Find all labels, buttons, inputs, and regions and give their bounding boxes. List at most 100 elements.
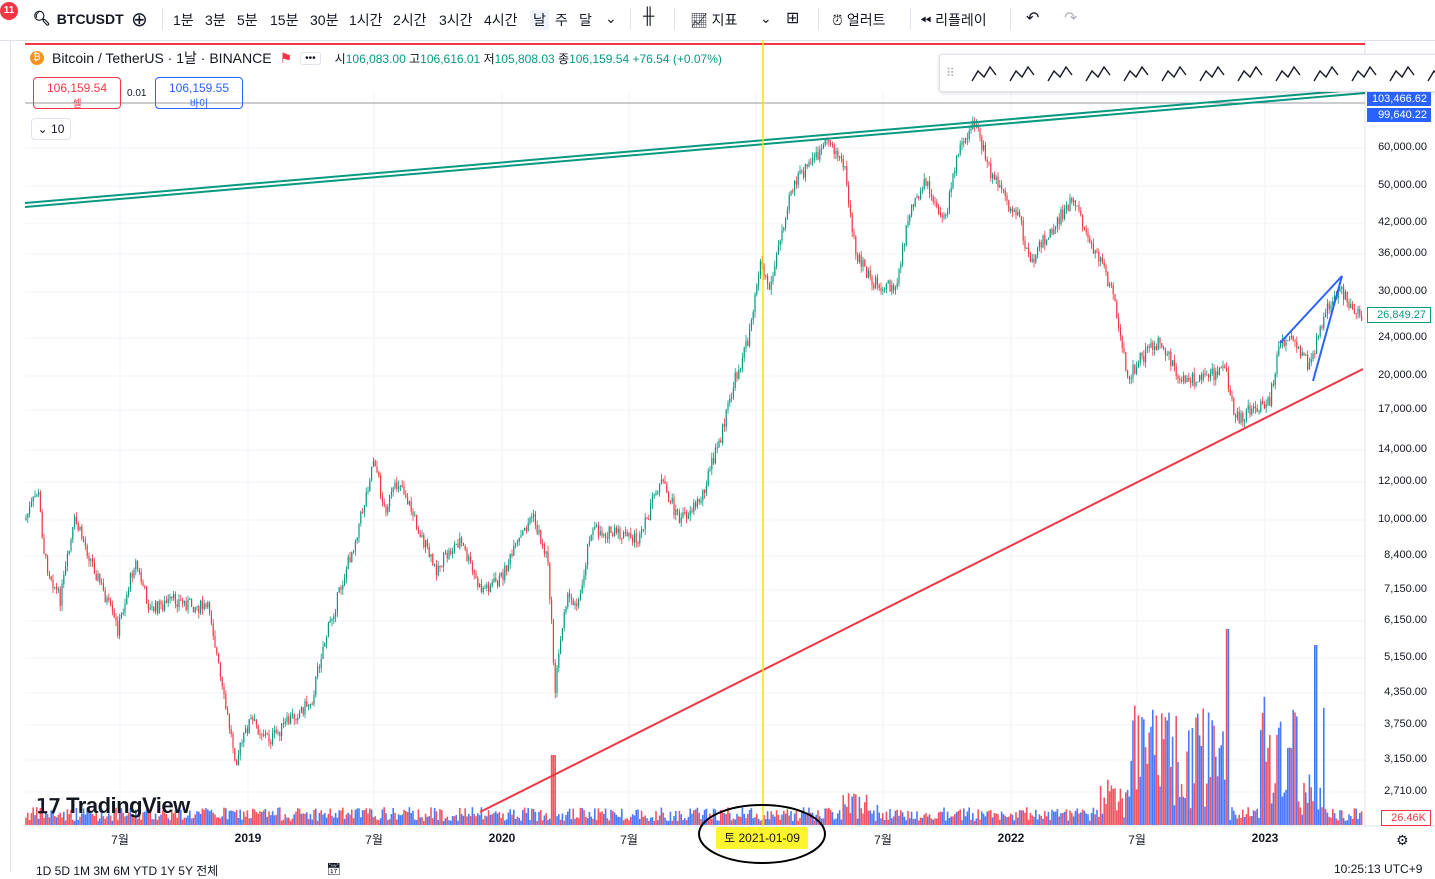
sell-button[interactable]: 106,159.54 셀	[33, 77, 121, 110]
candle	[979, 128, 981, 138]
xabcd-pattern-icon[interactable]	[1161, 65, 1187, 82]
calendar-icon[interactable]: 📅︎	[326, 862, 342, 876]
interval-1[interactable]: 3분	[205, 12, 226, 28]
chart-legend: ₿ Bitcoin / TetherUS · 1날 · BINANCE ⚑ ••…	[30, 48, 722, 68]
undo-icon[interactable]: ↶	[1026, 10, 1040, 27]
candle-type-icon[interactable]: ╫	[643, 8, 655, 25]
volume-bar	[480, 807, 483, 825]
interval-2[interactable]: 5분	[237, 12, 258, 28]
volume-bar	[1049, 819, 1051, 825]
candle	[1332, 300, 1334, 306]
candle	[392, 487, 394, 493]
candle	[1184, 375, 1186, 383]
candle	[844, 166, 846, 168]
candle	[947, 211, 949, 215]
date-range-buttons[interactable]: 1D 5D 1M 3M 6M YTD 1Y 5Y 전체	[36, 864, 219, 878]
candle	[263, 735, 265, 737]
triangle-pattern-icon[interactable]	[1275, 65, 1301, 82]
candle	[925, 178, 927, 186]
buy-button[interactable]: 106,159.55 바이	[155, 77, 243, 110]
fib-fan-icon[interactable]	[1123, 65, 1149, 82]
redo-icon[interactable]: ↷	[1064, 10, 1078, 27]
price-range-icon[interactable]	[1389, 65, 1415, 82]
volume-bar	[1323, 707, 1325, 825]
volume-bar	[331, 815, 333, 825]
interval-7[interactable]: 3시간	[439, 12, 473, 28]
volume-bar	[543, 815, 546, 825]
candle	[542, 543, 544, 545]
left-drawing-toolbar	[0, 40, 11, 872]
date-range-icon[interactable]	[1351, 65, 1377, 82]
candle	[65, 566, 67, 575]
volume-bar	[993, 813, 996, 825]
more-button[interactable]: •••	[300, 51, 321, 65]
ray-icon[interactable]	[1427, 67, 1435, 82]
indicator-collapse[interactable]: ⌄ 10	[31, 118, 71, 140]
candle	[81, 526, 83, 539]
candle	[630, 533, 632, 538]
replay-button[interactable]: ⏪︎ 리플레이	[920, 12, 987, 28]
volume-bar	[712, 808, 715, 825]
volume-bar	[52, 810, 54, 825]
candle	[1069, 198, 1071, 211]
interval-11[interactable]: 달	[579, 12, 592, 28]
flag-icon[interactable]: ⚑	[279, 49, 293, 66]
volume-bar	[412, 810, 414, 825]
candle	[891, 284, 893, 292]
candle	[1112, 285, 1114, 295]
chevron-down-icon[interactable]: ⌄	[605, 10, 617, 26]
candle	[810, 162, 812, 164]
volume-bar	[228, 811, 231, 825]
legend-title[interactable]: Bitcoin / TetherUS · 1날 · BINANCE	[52, 50, 272, 66]
candle	[1267, 397, 1269, 405]
elliott-wave-icon[interactable]	[1237, 65, 1263, 82]
volume-bar	[91, 813, 94, 825]
indicators-button[interactable]: 📈︎ 지표	[690, 12, 738, 28]
volume-bar	[682, 820, 684, 825]
add-symbol-icon[interactable]: ⊕	[131, 9, 148, 31]
volume-bar	[880, 818, 882, 825]
candle	[1128, 376, 1130, 380]
candle	[594, 526, 596, 529]
notification-badge[interactable]: 11	[0, 2, 18, 20]
abcd-pattern-icon[interactable]	[1199, 65, 1225, 82]
settings-gear-icon[interactable]: ⚙	[1396, 832, 1409, 848]
current-price-tag: 26,849.27	[1367, 307, 1431, 323]
bars-pattern-icon[interactable]	[1085, 65, 1111, 82]
layout-grid-icon[interactable]: ⊞	[786, 10, 800, 27]
interval-3[interactable]: 15분	[270, 12, 299, 28]
candle	[1337, 291, 1339, 300]
interval-9[interactable]: 날	[530, 10, 549, 30]
interval-0[interactable]: 1분	[173, 12, 194, 28]
candle	[1078, 205, 1080, 211]
interval-5[interactable]: 1시간	[349, 12, 383, 28]
candle	[981, 137, 983, 150]
candle	[1316, 337, 1318, 354]
parallel-channel-icon[interactable]	[971, 65, 997, 82]
volume-bar	[687, 816, 690, 825]
volume-bar	[1218, 748, 1221, 825]
candle	[1006, 195, 1008, 201]
volume-bar	[1071, 812, 1073, 825]
volume-bar	[437, 819, 439, 825]
candle	[27, 513, 29, 518]
interval-6[interactable]: 2시간	[393, 12, 427, 28]
symbol-search[interactable]: 🔍︎ BTCUSDT	[33, 10, 124, 27]
candle	[227, 709, 229, 715]
chevron-down-icon[interactable]: ⌄	[760, 10, 772, 26]
candle	[180, 599, 182, 601]
interval-4[interactable]: 30분	[310, 12, 339, 28]
candle	[563, 612, 565, 629]
regression-icon[interactable]	[1009, 65, 1035, 82]
long-position-icon[interactable]	[1313, 65, 1339, 82]
pitchfork-icon[interactable]	[1047, 65, 1073, 82]
volume-bar	[822, 818, 825, 825]
alerts-button[interactable]: ⏰︎ 얼러트	[832, 12, 886, 28]
candle	[929, 181, 931, 195]
interval-10[interactable]: 주	[555, 12, 568, 28]
volume-bar	[990, 810, 992, 825]
interval-8[interactable]: 4시간	[484, 12, 518, 28]
candle	[871, 276, 873, 285]
candle	[1148, 346, 1150, 348]
